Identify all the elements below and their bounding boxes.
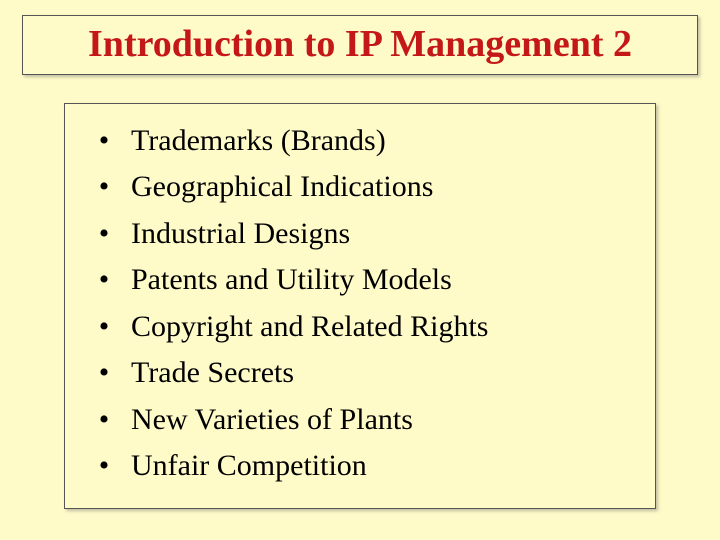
list-item-text: Copyright and Related Rights bbox=[131, 304, 643, 351]
bullet-list: • Trademarks (Brands) • Geographical Ind… bbox=[77, 118, 643, 490]
list-item-text: Industrial Designs bbox=[131, 211, 643, 258]
bullet-icon: • bbox=[77, 443, 131, 490]
bullet-icon: • bbox=[77, 350, 131, 397]
bullet-icon: • bbox=[77, 304, 131, 351]
list-item: • Geographical Indications bbox=[77, 164, 643, 211]
list-item-text: Unfair Competition bbox=[131, 443, 643, 490]
list-item-text: Trade Secrets bbox=[131, 350, 643, 397]
bullet-icon: • bbox=[77, 211, 131, 258]
list-item-text: Patents and Utility Models bbox=[131, 257, 643, 304]
list-item: • Unfair Competition bbox=[77, 443, 643, 490]
bullet-icon: • bbox=[77, 257, 131, 304]
slide-title: Introduction to IP Management 2 bbox=[33, 24, 687, 66]
list-item: • New Varieties of Plants bbox=[77, 397, 643, 444]
list-item: • Trade Secrets bbox=[77, 350, 643, 397]
bullet-icon: • bbox=[77, 118, 131, 165]
list-item: • Industrial Designs bbox=[77, 211, 643, 258]
list-item-text: New Varieties of Plants bbox=[131, 397, 643, 444]
list-item: • Patents and Utility Models bbox=[77, 257, 643, 304]
list-item: • Trademarks (Brands) bbox=[77, 118, 643, 165]
list-item-text: Geographical Indications bbox=[131, 164, 643, 211]
bullet-icon: • bbox=[77, 397, 131, 444]
list-item-text: Trademarks (Brands) bbox=[131, 118, 643, 165]
list-item: • Copyright and Related Rights bbox=[77, 304, 643, 351]
bullet-list-container: • Trademarks (Brands) • Geographical Ind… bbox=[64, 103, 656, 509]
title-container: Introduction to IP Management 2 bbox=[22, 15, 698, 75]
bullet-icon: • bbox=[77, 164, 131, 211]
